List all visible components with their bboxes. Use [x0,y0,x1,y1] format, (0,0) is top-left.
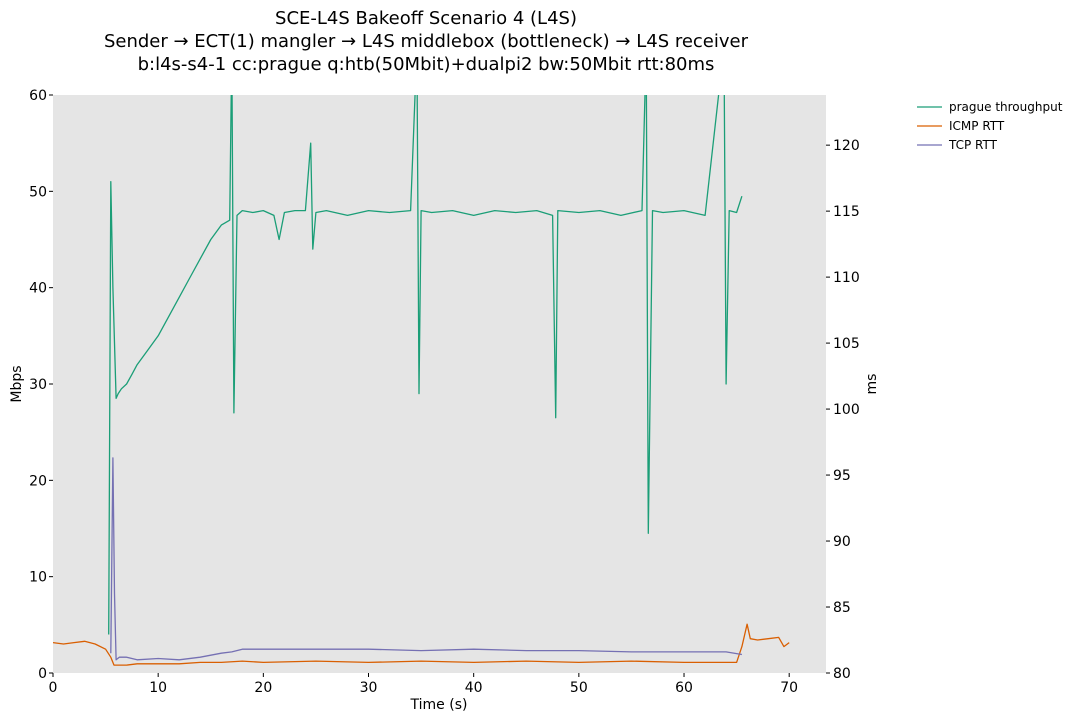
y-right-tick-label: 90 [833,534,851,550]
series-line-prague-throughput [108,95,743,635]
x-tick-label: 30 [360,680,378,696]
y-left-tick-label: 0 [38,666,47,682]
x-tick-label: 70 [780,680,798,696]
y-left-tick-label: 30 [29,377,47,393]
y-right-tick-label: 80 [833,666,851,682]
x-tick-label: 60 [675,680,693,696]
series-line-tcp-rtt [110,457,743,661]
y-left-tick-label: 60 [29,88,47,104]
legend-entry-label: ICMP RTT [949,119,1005,133]
series-line-icmp-rtt [53,623,790,666]
y-left-tick-label: 50 [29,184,47,200]
x-axis-label: Time (s) [410,697,468,713]
y-right-tick-label: 85 [833,600,851,616]
y-axis-right-label: ms [864,374,880,395]
y-axis-left-ticks: 0 10 20 30 40 50 60 [29,88,53,682]
x-axis-ticks: 0 10 20 30 40 50 60 70 [49,673,798,696]
y-right-tick-label: 95 [833,468,851,484]
y-left-tick-label: 20 [29,473,47,489]
x-tick-label: 40 [465,680,483,696]
plot-area [53,95,826,673]
x-tick-label: 50 [570,680,588,696]
y-right-tick-label: 105 [833,336,860,352]
chart-title-line-1: SCE-L4S Bakeoff Scenario 4 (L4S) [275,8,577,29]
y-right-tick-label: 100 [833,402,860,418]
y-left-tick-label: 40 [29,281,47,297]
y-left-tick-label: 10 [29,570,47,586]
x-tick-label: 10 [149,680,167,696]
x-tick-label: 0 [49,680,58,696]
y-right-tick-label: 120 [833,138,860,154]
chart-title-line-3: b:l4s-s4-1 cc:prague q:htb(50Mbit)+dualp… [138,54,715,75]
y-axis-right-ticks: 80 85 90 95 100 105 110 115 120 [826,138,860,682]
legend-entry-label: TCP RTT [948,138,998,152]
legend: prague throughput ICMP RTT TCP RTT [917,100,1063,152]
chart-title-line-2: Sender → ECT(1) mangler → L4S middlebox … [104,31,749,52]
legend-entry-label: prague throughput [949,100,1063,114]
y-axis-left-label: Mbps [9,365,25,402]
y-right-tick-label: 115 [833,204,860,220]
y-right-tick-label: 110 [833,270,860,286]
series-layer [53,95,790,666]
x-tick-label: 20 [254,680,272,696]
